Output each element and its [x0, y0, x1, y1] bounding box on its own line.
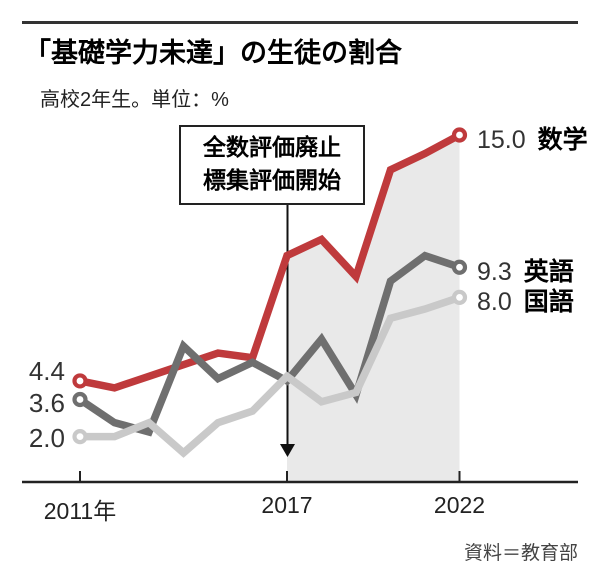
top-rule [22, 21, 578, 24]
end-value-kokugo: 8.0 [477, 288, 512, 317]
series-end-point-math [451, 127, 468, 143]
annotation-box: 全数評価廃止 標集評価開始 [179, 125, 365, 205]
start-value-label-math: 4.4 [28, 355, 65, 386]
x-tick-label-2022: 2022 [433, 492, 486, 518]
series-line-english [76, 251, 464, 437]
chart-subtitle: 高校2年生。単位：% [40, 89, 229, 111]
source-credit: 資料＝教育部 [463, 543, 578, 564]
series-end-point-english [451, 259, 468, 275]
end-value-math: 15.0 [477, 126, 526, 154]
end-label-math: 15.0 数学 [477, 120, 588, 156]
series-end-point-kokugo [451, 289, 468, 305]
x-tick-label-2017: 2017 [261, 492, 313, 518]
start-value-label-english: 3.6 [28, 388, 65, 419]
series-name-kokugo: 国語 [523, 288, 574, 317]
series-name-english: 英語 [523, 258, 574, 287]
series-start-point-math [72, 373, 88, 389]
series-start-point-english [72, 391, 88, 408]
series-line-math [76, 131, 464, 392]
shaded-region-2017-2022 [287, 135, 460, 482]
annotation-arrowhead-icon [280, 444, 295, 457]
x-tick-label-2011: 2011年 [43, 498, 117, 524]
series-name-math: 数学 [537, 126, 588, 154]
start-value-label-kokugo: 2.0 [28, 422, 65, 453]
end-label-kokugo: 8.0 国語 [477, 282, 574, 318]
end-value-english: 9.3 [477, 258, 512, 287]
chart-title: 「基礎学力未達」の生徒の割合 [24, 38, 402, 68]
series-start-point-kokugo [72, 429, 88, 445]
annotation-line-2: 標集評価開始 [203, 167, 341, 193]
series-line-kokugo [76, 293, 464, 458]
end-label-english: 9.3 英語 [477, 252, 574, 288]
annotation-line-1: 全数評価廃止 [203, 134, 341, 160]
